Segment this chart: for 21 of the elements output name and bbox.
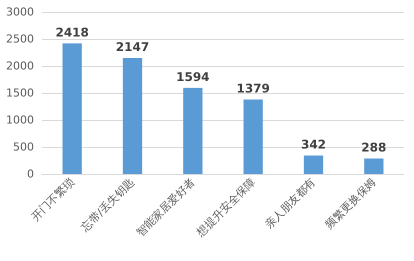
data-label: 288: [361, 140, 386, 154]
y-tick-label: 3000: [6, 6, 34, 18]
y-tick-label: 500: [13, 140, 34, 154]
bar: [304, 156, 324, 174]
bar: [364, 158, 384, 174]
data-label: 1379: [236, 82, 270, 96]
data-label: 2147: [116, 40, 150, 54]
y-tick-label: 1500: [6, 86, 34, 100]
data-label: 1594: [176, 70, 210, 84]
data-label: 2418: [55, 25, 89, 40]
bar: [183, 88, 202, 174]
bar: [62, 43, 82, 174]
y-tick-label: 0: [27, 168, 34, 180]
y-tick-label: 1000: [6, 114, 34, 126]
x-tick-label: 频繁更换保姆: [322, 175, 378, 232]
bar: [244, 100, 263, 174]
y-tick-label: 2500: [6, 32, 34, 46]
data-label: 342: [300, 138, 326, 152]
bar: [122, 58, 142, 174]
y-tick-label: 2000: [6, 60, 34, 72]
x-tick-label: 亲人朋友都有: [262, 175, 318, 232]
